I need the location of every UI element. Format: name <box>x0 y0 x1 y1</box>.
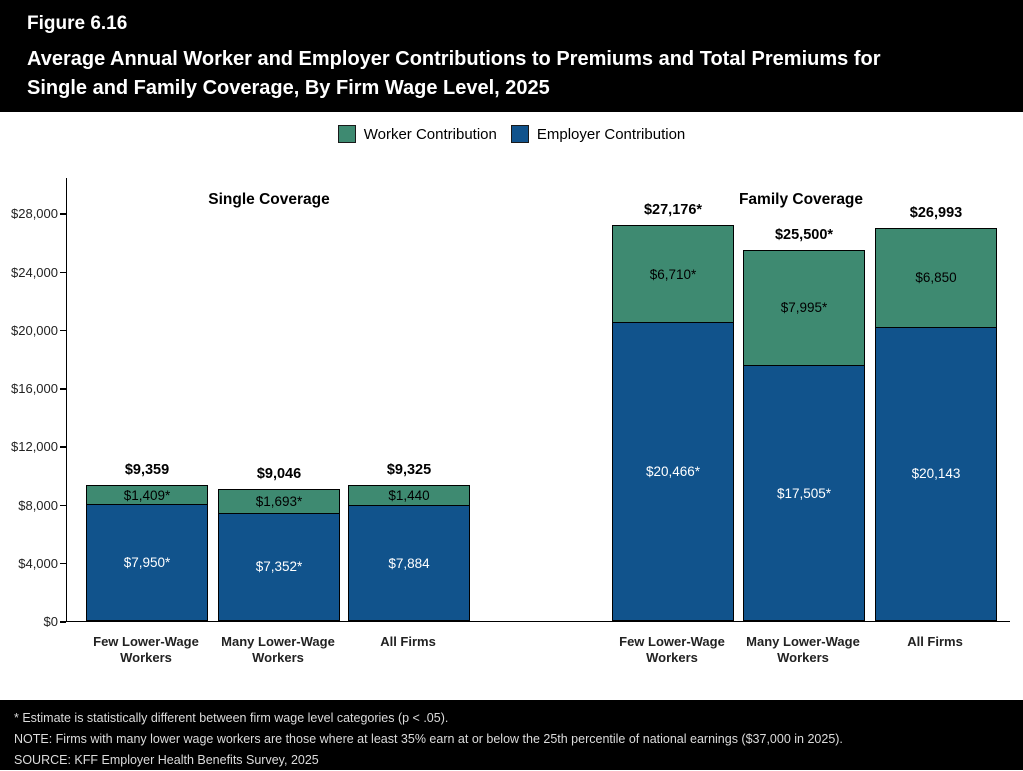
legend-item-employer: Employer Contribution <box>510 125 686 143</box>
employer-contribution-segment: $7,884 <box>348 506 470 621</box>
y-tick-label: $24,000 <box>11 264 58 280</box>
figure-title-line2: Single and Family Coverage, By Firm Wage… <box>27 77 550 99</box>
bar-total-label: $26,993 <box>909 205 963 222</box>
stacked-bar: $7,995* $17,505* <box>743 249 865 621</box>
y-tick-mark <box>60 329 66 332</box>
employer-contribution-segment: $20,143 <box>875 327 997 621</box>
y-tick-label: $0 <box>43 614 58 629</box>
group-title: Family Coverage <box>738 191 864 208</box>
chart-legend: Worker Contribution Employer Contributio… <box>0 112 1023 156</box>
x-axis-label: Many Lower-Wage Workers <box>746 634 860 665</box>
worker-contribution-segment: $7,995* <box>743 249 865 367</box>
stacked-bar: $1,409* $7,950* <box>86 484 208 621</box>
employer-contribution-segment: $7,352* <box>218 513 340 621</box>
worker-contribution-segment: $1,440 <box>348 485 470 507</box>
employer-contribution-swatch <box>510 125 529 143</box>
y-tick-mark <box>60 213 66 215</box>
y-tick-mark <box>60 271 66 274</box>
stacked-bar: $1,440 $7,884 <box>348 485 470 621</box>
bar-total-label: $25,500* <box>774 226 834 243</box>
x-axis-label: Many Lower-Wage Workers <box>221 634 335 665</box>
legend-label-worker: Worker Contribution <box>363 125 497 143</box>
x-axis-label: Few Lower-Wage Workers <box>619 634 725 665</box>
footnotes: * Estimate is statistically different be… <box>0 700 1023 770</box>
employer-contribution-segment: $17,505* <box>743 366 865 621</box>
figure-title-line1: Average Annual Worker and Employer Contr… <box>27 48 881 70</box>
bar-total-label: $9,325 <box>386 462 432 479</box>
y-tick-mark <box>60 504 66 507</box>
y-tick-mark <box>60 388 66 390</box>
stacked-bar: $6,710* $20,466* <box>612 225 734 621</box>
y-tick-label: $12,000 <box>11 439 58 455</box>
figure-header: Figure 6.16 Average Annual Worker and Em… <box>0 0 1023 112</box>
worker-contribution-segment: $6,710* <box>612 225 734 324</box>
figure-number: Figure 6.16 <box>27 13 128 34</box>
legend-label-employer: Employer Contribution <box>536 125 686 143</box>
footnote-significance: * Estimate is statistically different be… <box>14 711 449 725</box>
footnote-source: SOURCE: KFF Employer Health Benefits Sur… <box>14 753 319 767</box>
bar-total-label: $9,359 <box>124 461 170 478</box>
y-tick-label: $16,000 <box>11 381 58 397</box>
bar-total-label: $9,046 <box>256 466 302 483</box>
worker-contribution-segment: $1,693* <box>218 489 340 514</box>
worker-contribution-swatch <box>337 125 356 143</box>
footnote-note: NOTE: Firms with many lower wage workers… <box>14 732 843 746</box>
worker-contribution-segment: $1,409* <box>86 484 208 506</box>
x-axis-label: All Firms <box>380 634 436 649</box>
group-title: Single Coverage <box>208 191 330 208</box>
y-tick-label: $8,000 <box>18 497 58 513</box>
y-tick-mark <box>60 562 66 565</box>
stacked-bar: $6,850 $20,143 <box>875 228 997 621</box>
y-tick-mark <box>60 446 66 448</box>
x-axis-label: All Firms <box>907 634 963 649</box>
stacked-bar: $1,693* $7,352* <box>218 489 340 621</box>
y-tick-label: $28,000 <box>11 206 58 222</box>
x-axis-label: Few Lower-Wage Workers <box>93 634 199 665</box>
plot-area: Single Coverage $1,409* $7,950* $9,359 $1,69… <box>66 178 1010 622</box>
legend-item-worker: Worker Contribution <box>337 125 497 143</box>
bar-total-label: $27,176* <box>643 202 703 219</box>
worker-contribution-segment: $6,850 <box>875 228 997 328</box>
y-tick-mark <box>60 621 66 623</box>
y-tick-label: $20,000 <box>11 322 58 338</box>
employer-contribution-segment: $7,950* <box>86 505 208 621</box>
employer-contribution-segment: $20,466* <box>612 323 734 621</box>
stacked-bar-chart: Single Coverage $1,409* $7,950* $9,359 $1,69… <box>0 156 1023 700</box>
y-tick-label: $4,000 <box>18 555 58 571</box>
